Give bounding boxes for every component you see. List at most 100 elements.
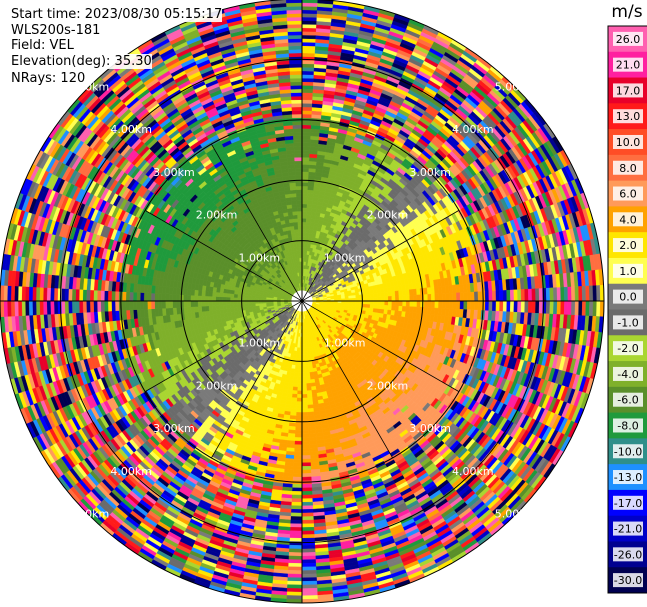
velocity-gate [301,9,318,15]
velocity-gate [441,300,447,309]
velocity-gate [588,300,594,317]
velocity-gate [298,361,303,366]
velocity-gate [301,476,312,482]
velocity-gate [304,361,310,366]
velocity-gate [301,99,313,104]
velocity-gate [301,124,312,129]
velocity-gate [535,288,540,302]
velocity-gate [351,292,356,296]
velocity-gate [306,203,313,209]
velocity-gate [305,379,311,384]
velocity-gate [301,77,314,83]
velocity-gate [301,508,314,514]
velocity-gate [301,376,307,381]
velocity-gate [395,295,400,302]
velocity-gate [293,451,303,456]
velocity-gate [405,295,411,302]
velocity-gate [308,364,313,370]
velocity-gate [301,412,309,417]
velocity-gate [294,437,303,442]
velocity-gate [295,408,303,413]
velocity-gate [289,530,303,535]
velocity-gate [301,164,310,169]
velocity-gate [293,447,303,453]
velocity-gate [301,566,317,571]
velocity-gate [452,300,457,310]
velocity-gate [286,587,303,593]
velocity-gate [296,404,303,410]
velocity-gate [294,440,303,446]
velocity-gate [492,290,497,302]
velocity-gate [402,300,407,307]
velocity-gate [474,291,479,302]
velocity-gate [292,382,298,388]
velocity-gate [369,293,375,298]
velocity-gate [301,390,308,395]
velocity-gate [301,401,308,406]
velocity-gate [506,300,511,313]
velocity-gate [380,300,385,306]
velocity-gate [305,225,311,230]
velocity-gate [305,365,310,370]
velocity-gate [296,390,303,395]
velocity-gate [413,300,418,308]
velocity-gate [292,473,303,478]
velocity-gate [291,501,303,507]
velocity-gate [377,300,382,306]
velocity-gate [297,368,303,374]
velocity-gate [306,382,312,388]
velocity-gate [301,458,311,464]
velocity-gate [495,290,500,302]
velocity-gate [301,120,312,126]
velocity-gate [549,300,554,315]
velocity-gate [301,404,308,410]
velocity-gate [290,512,303,517]
velocity-gate [405,306,410,313]
velocity-gate [290,508,303,514]
velocity-gate [290,505,303,510]
velocity-gate [301,74,315,79]
velocity-gate [301,591,318,597]
velocity-gate [301,523,315,528]
velocity-gate [304,236,310,241]
velocity-gate [401,289,407,296]
velocity-gate [376,292,382,298]
velocity-gate [484,300,490,312]
velocity-gate [362,303,367,309]
velocity-gate [527,288,533,302]
velocity-gate [301,85,314,90]
velocity-gate [574,286,580,302]
velocity-gate [301,174,309,180]
velocity-gate [301,34,317,40]
velocity-gate [585,285,590,302]
velocity-gate [288,544,303,550]
velocity-gate [578,300,583,316]
velocity-gate [531,300,536,314]
velocity-gate [405,289,410,296]
velocity-gate [387,296,393,302]
velocity-gate [398,300,403,307]
velocity-gate [301,225,307,230]
velocity-gate [567,300,572,316]
velocity-gate [448,292,454,302]
velocity-gate [466,291,472,302]
velocity-gate [301,171,310,176]
velocity-gate [431,293,436,302]
velocity-gate [301,88,314,94]
velocity-gate [301,386,307,392]
velocity-gate [295,412,303,417]
velocity-gate [301,2,318,7]
velocity-gate [301,45,316,50]
velocity-gate [394,290,400,297]
velocity-gate [301,559,316,564]
velocity-gate [470,291,475,302]
velocity-gate [376,304,382,310]
velocity-gate [445,300,450,309]
velocity-gate [365,290,371,295]
velocity-gate [301,31,317,36]
velocity-gate [380,292,385,298]
velocity-gate [301,189,309,194]
velocity-gate [301,383,307,388]
velocity-gate [502,290,508,302]
velocity-gate [289,523,303,528]
